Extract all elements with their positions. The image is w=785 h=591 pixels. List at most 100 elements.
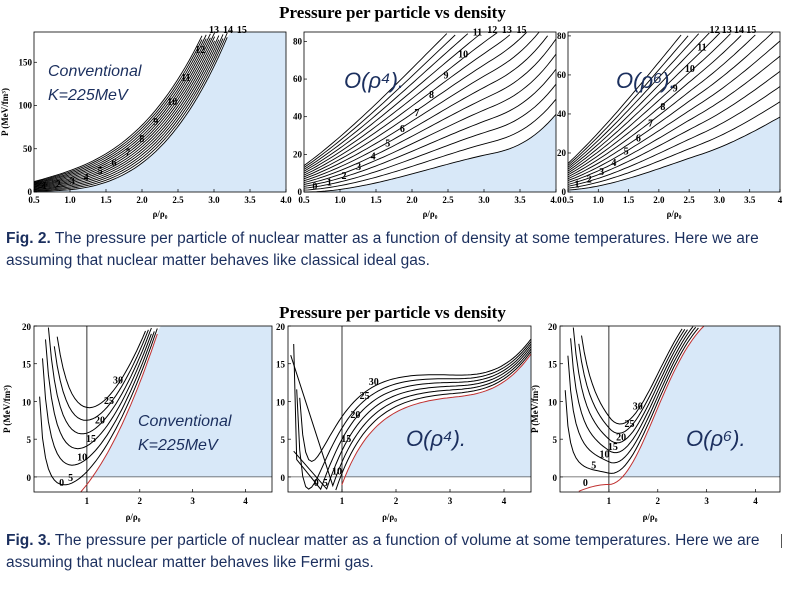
annotation: O(ρ⁶). <box>686 426 746 451</box>
curve-label-15: 15 <box>341 434 351 445</box>
fig2-caption-text: The pressure per particle of nuclear mat… <box>6 230 759 269</box>
curve-label-15: 15 <box>516 25 526 36</box>
area-fill <box>568 117 780 192</box>
y-tick-label: 15 <box>276 360 286 370</box>
series-line-10 <box>33 37 211 186</box>
curve-label-13: 13 <box>209 25 219 36</box>
curve-label-0: 0 <box>59 478 64 489</box>
series-line-4 <box>567 70 781 185</box>
curve-label-12: 12 <box>709 25 719 36</box>
x-tick-label: 3.0 <box>208 195 220 205</box>
series-line-5 <box>567 55 781 183</box>
series-line-20 <box>572 327 688 444</box>
fig2-caption-label: Fig. 2. <box>6 230 51 247</box>
y-tick-label: 20 <box>548 322 558 332</box>
series-line-1 <box>303 98 557 191</box>
series-line-10 <box>567 33 731 174</box>
series-line-30 <box>581 328 683 425</box>
x-tick-label: 2.5 <box>172 195 184 205</box>
x-tick-label: 1 <box>340 496 345 506</box>
y-tick-label: 60 <box>293 74 303 84</box>
plot-frame <box>559 325 781 493</box>
curve-label-7: 7 <box>414 108 419 119</box>
series-line-0 <box>304 114 557 193</box>
annotation-line-2: K=225MeV <box>138 437 219 454</box>
curve-label-6: 6 <box>636 133 641 144</box>
series-line-11 <box>33 33 211 185</box>
x-tick-label: 1.5 <box>370 195 382 205</box>
series-line-11 <box>303 33 481 172</box>
curve-label-9: 9 <box>153 117 158 128</box>
series-line-30 <box>56 330 146 409</box>
y-tick-label: 60 <box>557 70 567 80</box>
curve-label-8: 8 <box>139 134 144 145</box>
curve-label-11: 11 <box>181 73 190 84</box>
series-line-0 <box>341 353 532 486</box>
plot-frame <box>33 325 273 493</box>
series-line-10 <box>290 348 532 488</box>
curve-label-25: 25 <box>624 419 634 430</box>
y-tick-label: 0 <box>562 187 567 197</box>
series-line-3 <box>303 68 557 187</box>
series-line-13 <box>567 33 700 168</box>
series-line-3 <box>33 38 224 191</box>
series-line-4 <box>33 34 224 190</box>
curve-label-5: 5 <box>591 460 596 471</box>
annotation: O(ρ⁴). <box>406 426 466 451</box>
plot-frame <box>287 325 532 493</box>
x-tick-label: 4.0 <box>550 195 562 205</box>
x-tick-label: 1 <box>607 496 612 506</box>
curve-label-3: 3 <box>356 162 361 173</box>
series-line-15 <box>303 33 448 166</box>
fig2-title: Pressure per particle vs density <box>279 3 506 22</box>
curve-label-10: 10 <box>458 50 468 61</box>
series-line-9 <box>33 32 216 187</box>
y-axis-label: P (MeV/fm³) <box>0 88 10 136</box>
area-fill <box>304 114 556 192</box>
y-tick-label: 5 <box>281 435 286 445</box>
curve-label-5: 5 <box>385 139 390 150</box>
series-line-5 <box>335 351 532 491</box>
y-tick-label: 40 <box>293 112 303 122</box>
series-line-15 <box>45 333 152 450</box>
curve-label-3: 3 <box>599 167 604 178</box>
plot-frame <box>33 31 287 193</box>
x-tick-label: 0.5 <box>28 195 40 205</box>
annotation-line-1: Conventional <box>48 63 142 80</box>
curve-label-13: 13 <box>502 25 512 36</box>
y-tick-label: 50 <box>23 144 33 154</box>
curve-label-5: 5 <box>624 147 629 158</box>
x-tick-label: 3.0 <box>478 195 490 205</box>
curve-label-8: 8 <box>429 90 434 101</box>
curve-label-25: 25 <box>104 396 114 407</box>
y-tick-label: 0 <box>298 187 303 197</box>
x-tick-label: 2.5 <box>684 195 696 205</box>
series-line-15 <box>567 34 682 164</box>
curve-label-4: 4 <box>611 158 616 169</box>
curve-label-1: 1 <box>575 179 580 190</box>
annotation-line-2: K=225MeV <box>48 87 129 104</box>
curve-label-0: 0 <box>312 182 317 193</box>
y-tick-label: 20 <box>557 148 567 158</box>
curve-label-10: 10 <box>600 449 610 460</box>
series-line-8 <box>567 34 756 178</box>
annotation: O(ρ⁶). <box>616 68 676 93</box>
series-line-10 <box>303 32 498 174</box>
series-line-8 <box>303 31 527 178</box>
curve-label-30: 30 <box>633 402 643 413</box>
curve-label-2: 2 <box>587 174 592 185</box>
curve-label-20: 20 <box>616 432 626 443</box>
x-tick-label: 4 <box>502 496 507 506</box>
x-tick-label: 1.0 <box>64 195 76 205</box>
curve-label-2: 2 <box>56 179 61 190</box>
y-tick-label: 100 <box>19 101 33 111</box>
series-line-25 <box>53 329 149 421</box>
x-tick-label: 3 <box>448 496 453 506</box>
curve-label-15: 15 <box>608 442 618 453</box>
series-line-15 <box>293 346 532 490</box>
curve-label-7: 7 <box>125 147 130 158</box>
y-tick-label: 15 <box>548 360 558 370</box>
series-line-2 <box>33 32 228 192</box>
